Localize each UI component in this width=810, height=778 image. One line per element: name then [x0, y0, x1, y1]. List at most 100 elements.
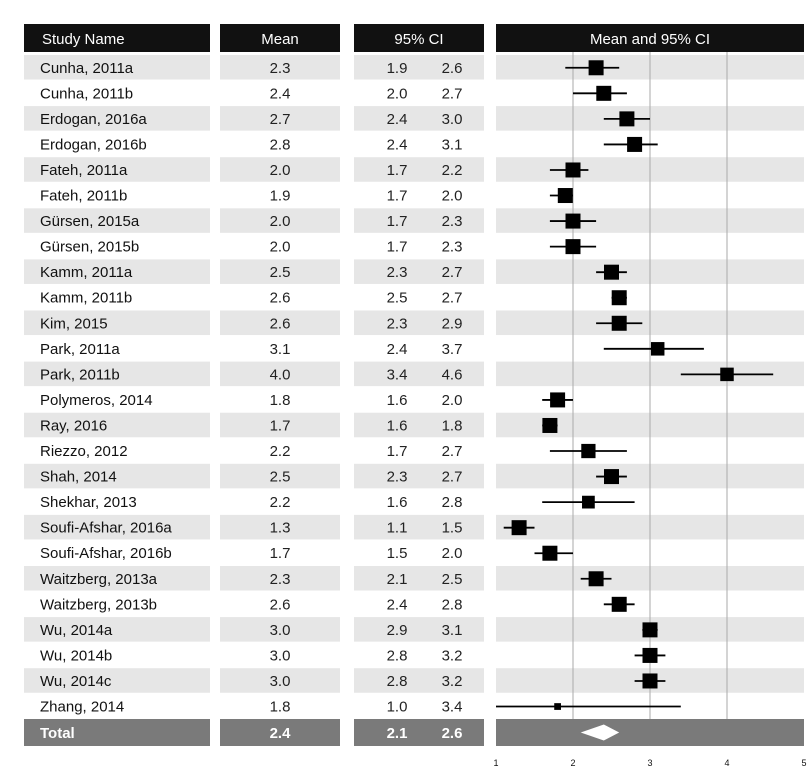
study-name: Riezzo, 2012 [40, 443, 128, 460]
study-name: Gürsen, 2015a [40, 213, 140, 230]
ci-low-value: 2.8 [387, 673, 408, 690]
study-name: Polymeros, 2014 [40, 392, 153, 409]
study-name: Gürsen, 2015b [40, 239, 139, 256]
mean-marker [643, 673, 658, 688]
ci-low-value: 2.1 [387, 571, 408, 588]
mean-value: 2.7 [270, 111, 291, 128]
mean-value: 2.5 [270, 264, 291, 281]
row-background [354, 183, 484, 208]
ci-high-value: 3.1 [442, 622, 463, 639]
ci-high-value: 2.3 [442, 213, 463, 230]
mean-marker [566, 162, 581, 177]
mean-marker [643, 622, 658, 637]
mean-value: 1.3 [270, 520, 291, 537]
mean-marker [627, 137, 642, 152]
row-background [354, 157, 484, 182]
study-name: Shekhar, 2013 [40, 494, 137, 511]
ci-low-value: 1.9 [387, 60, 408, 77]
mean-value: 1.9 [270, 188, 291, 205]
ci-low-value: 1.7 [387, 213, 408, 230]
ci-high-value: 3.4 [442, 699, 463, 716]
x-tick-label: 5 [801, 758, 806, 768]
mean-marker [542, 546, 557, 561]
study-name: Kamm, 2011b [40, 290, 132, 307]
row-background [354, 643, 484, 668]
study-name: Cunha, 2011a [40, 60, 134, 77]
ci-high-value: 2.6 [442, 60, 463, 77]
x-axis: 1 2 3 4 5 [493, 758, 806, 768]
ci-high-value: 2.0 [442, 545, 463, 562]
mean-marker [550, 392, 565, 407]
study-name: Zhang, 2014 [40, 699, 124, 716]
study-name: Waitzberg, 2013b [40, 596, 157, 613]
mean-marker [651, 342, 665, 356]
ci-low-value: 1.5 [387, 545, 408, 562]
ci-low-value: 2.4 [387, 341, 408, 358]
x-tick-label: 1 [493, 758, 498, 768]
study-name: Erdogan, 2016a [40, 111, 147, 128]
mean-marker [612, 597, 627, 612]
mean-value: 3.0 [270, 647, 291, 664]
study-name: Park, 2011a [40, 341, 120, 358]
total-bar-ci [354, 719, 484, 746]
mean-value: 2.6 [270, 596, 291, 613]
x-tick-label: 2 [570, 758, 575, 768]
header-plot: Mean and 95% CI [590, 31, 710, 48]
mean-value: 2.3 [270, 571, 291, 588]
row-background [354, 362, 484, 387]
ci-low-value: 2.4 [387, 596, 408, 613]
row-background [354, 311, 484, 336]
ci-high-value: 3.1 [442, 136, 463, 153]
ci-low-value: 2.3 [387, 469, 408, 486]
row-background [354, 694, 484, 719]
ci-low-value: 2.8 [387, 647, 408, 664]
mean-marker [512, 520, 527, 535]
ci-low-value: 2.5 [387, 290, 408, 307]
study-name: Wu, 2014a [40, 622, 113, 639]
study-name: Kim, 2015 [40, 315, 108, 332]
ci-low-value: 1.6 [387, 392, 408, 409]
mean-marker [612, 316, 627, 331]
ci-high-value: 3.7 [442, 341, 463, 358]
mean-value: 1.8 [270, 392, 291, 409]
mean-marker [566, 239, 581, 254]
mean-value: 2.0 [270, 239, 291, 256]
row-background [354, 259, 484, 284]
row-background [354, 208, 484, 233]
study-name: Kamm, 2011a [40, 264, 133, 281]
total-ci-high: 2.6 [442, 725, 463, 742]
ci-high-value: 1.5 [442, 520, 463, 537]
ci-high-value: 2.7 [442, 290, 463, 307]
mean-value: 2.0 [270, 162, 291, 179]
ci-low-value: 1.0 [387, 699, 408, 716]
study-name: Wu, 2014b [40, 647, 112, 664]
mean-marker [558, 188, 573, 203]
row-background [354, 540, 484, 565]
mean-marker [619, 111, 634, 126]
mean-marker [582, 496, 595, 509]
mean-value: 2.5 [270, 469, 291, 486]
study-name: Fateh, 2011a [40, 162, 128, 179]
mean-marker [596, 86, 611, 101]
mean-value: 2.8 [270, 136, 291, 153]
ci-high-value: 2.5 [442, 571, 463, 588]
ci-high-value: 2.2 [442, 162, 463, 179]
study-name: Erdogan, 2016b [40, 136, 147, 153]
ci-high-value: 3.0 [442, 111, 463, 128]
mean-value: 3.1 [270, 341, 291, 358]
mean-value: 2.3 [270, 60, 291, 77]
x-tick-label: 3 [647, 758, 652, 768]
header-row: Study Name Mean 95% CI Mean and 95% CI [24, 24, 804, 52]
mean-value: 2.6 [270, 290, 291, 307]
mean-value: 3.0 [270, 622, 291, 639]
row-background [354, 617, 484, 642]
x-tick-label: 4 [724, 758, 729, 768]
mean-marker [581, 444, 595, 458]
row-background [354, 336, 484, 361]
study-name: Wu, 2014c [40, 673, 112, 690]
ci-low-value: 2.9 [387, 622, 408, 639]
mean-value: 1.7 [270, 417, 291, 434]
mean-value: 3.0 [270, 673, 291, 690]
mean-marker [720, 368, 734, 382]
